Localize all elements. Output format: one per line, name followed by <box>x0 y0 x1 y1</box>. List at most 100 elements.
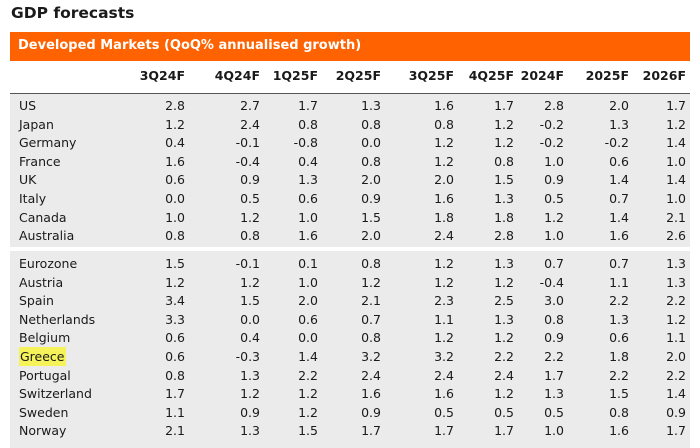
table-cell: 2.4 <box>434 228 454 244</box>
table-cell: 0.4 <box>298 153 318 169</box>
table-cell: 0.8 <box>609 404 629 420</box>
table-cell: 2.7 <box>240 98 260 113</box>
table-cell: 0.8 <box>165 228 185 244</box>
table-cell: -0.2 <box>539 135 564 151</box>
column-header: 3Q24F <box>139 68 185 83</box>
table-cell: 1.7 <box>666 98 686 113</box>
table-cell: 0.8 <box>434 116 454 132</box>
table-cell: 2.5 <box>494 293 514 309</box>
table-cell: 1.6 <box>165 153 185 169</box>
table-cell: 1.2 <box>544 209 564 225</box>
table-cell: 0.8 <box>494 153 514 169</box>
table-row: Canada 1.0 1.2 1.0 1.5 1.8 1.8 1.2 1.4 2.1 <box>10 208 690 227</box>
table-cell: 1.3 <box>494 311 514 327</box>
table-row: Germany 0.4 -0.1 -0.8 0.0 1.2 1.2 -0.2 -0.2 1.4 <box>10 133 690 152</box>
table-cell: 2.2 <box>298 367 318 383</box>
table-cell: 1.6 <box>298 228 318 244</box>
table-row: Australia 0.8 0.8 1.6 2.0 2.4 2.8 1.0 1.6 2.6 <box>10 226 690 245</box>
table-cell: 2.1 <box>666 209 686 225</box>
country-name: Sweden <box>19 404 69 420</box>
table-cell: 1.8 <box>494 209 514 225</box>
table-cell: 1.2 <box>666 116 686 132</box>
table-row: US 2.8 2.7 1.7 1.3 1.6 1.7 2.8 2.0 1.7 <box>10 96 690 115</box>
table-cell: 1.7 <box>361 423 381 439</box>
table-cell: 1.3 <box>609 311 629 327</box>
table-cell: 2.8 <box>165 98 185 113</box>
table-cell: 1.2 <box>494 135 514 151</box>
table-cell: -0.1 <box>235 135 260 151</box>
table-cell: 2.0 <box>361 172 381 188</box>
table-row: Switzerland 1.7 1.2 1.2 1.6 1.6 1.2 1.3 1.5 1.4 <box>10 384 690 403</box>
table-cell: -0.1 <box>235 256 260 271</box>
table-cell: 1.2 <box>165 116 185 132</box>
country-name: Greece <box>19 347 66 366</box>
table-cell: 0.8 <box>240 228 260 244</box>
table-row: France 1.6 -0.4 0.4 0.8 1.2 0.8 1.0 0.6 1.0 <box>10 152 690 171</box>
table-cell: 1.0 <box>544 228 564 244</box>
table-cell: 1.7 <box>666 423 686 439</box>
table-cell: 0.5 <box>494 404 514 420</box>
table-cell: 0.6 <box>298 191 318 206</box>
table-cell: 1.2 <box>434 135 454 151</box>
table-cell: 1.0 <box>544 423 564 439</box>
table-cell: 3.2 <box>434 349 454 364</box>
table-cell: 0.8 <box>361 116 381 132</box>
country-name: Portugal <box>19 367 71 383</box>
table-cell: 1.2 <box>494 330 514 346</box>
table-cell: 1.3 <box>666 274 686 290</box>
section-banner: Developed Markets (QoQ% annualised growt… <box>10 32 690 61</box>
table-cell: 2.2 <box>544 349 564 364</box>
table-row: Japan 1.2 2.4 0.8 0.8 0.8 1.2 -0.2 1.3 1.2 <box>10 115 690 134</box>
table-cell: 0.5 <box>240 191 260 206</box>
table-cell: 1.8 <box>434 209 454 225</box>
table-cell: 0.9 <box>361 404 381 420</box>
table-cell: 1.2 <box>165 274 185 290</box>
table-cell: 0.5 <box>434 404 454 420</box>
table-cell: 0.4 <box>240 330 260 346</box>
table-cell: 0.6 <box>165 330 185 346</box>
table-cell: 0.9 <box>544 172 564 188</box>
table-cell: 1.0 <box>666 191 686 206</box>
table-row: Austria 1.2 1.2 1.0 1.2 1.2 1.2 -0.4 1.1 1.3 <box>10 273 690 292</box>
table-cell: 1.6 <box>434 386 454 402</box>
table-cell: 2.0 <box>666 349 686 364</box>
table-cell: 2.2 <box>666 293 686 309</box>
country-name: Netherlands <box>19 311 96 327</box>
table-cell: 1.3 <box>361 98 381 113</box>
table-cell: 1.2 <box>298 404 318 420</box>
table-cell: 1.2 <box>298 386 318 402</box>
country-name: Austria <box>19 274 64 290</box>
table-cell: 1.7 <box>494 423 514 439</box>
table-cell: 2.3 <box>434 293 454 309</box>
table-cell: 0.0 <box>240 311 260 327</box>
table-cell: 1.7 <box>165 386 185 402</box>
table-cell: 0.0 <box>165 191 185 206</box>
country-name: UK <box>19 172 37 188</box>
table-cell: 2.6 <box>666 228 686 244</box>
table-cell: 1.0 <box>165 209 185 225</box>
table-cell: 1.2 <box>240 274 260 290</box>
table-cell: 1.2 <box>434 274 454 290</box>
table-cell: 1.6 <box>609 228 629 244</box>
table-cell: 0.5 <box>544 191 564 206</box>
column-header: 3Q25F <box>408 68 454 83</box>
table-cell: 0.7 <box>361 311 381 327</box>
table-cell: 0.6 <box>298 311 318 327</box>
table-cell: 1.2 <box>240 209 260 225</box>
country-name: Japan <box>19 116 54 132</box>
column-header: 1Q25F <box>272 68 318 83</box>
table-cell: 3.2 <box>361 349 381 364</box>
table-cell: 2.1 <box>165 423 185 439</box>
table-row: UK 0.6 0.9 1.3 2.0 2.0 1.5 0.9 1.4 1.4 <box>10 170 690 189</box>
table-cell: 2.1 <box>361 293 381 309</box>
country-name: Eurozone <box>19 256 78 271</box>
table-cell: 1.5 <box>609 386 629 402</box>
table-cell: 1.4 <box>609 209 629 225</box>
country-name: Spain <box>19 293 54 309</box>
column-header-row: 3Q24F 4Q24F 1Q25F 2Q25F 3Q25F 4Q25F 2024… <box>10 61 690 94</box>
table-cell: -0.2 <box>539 116 564 132</box>
table-cell: 1.3 <box>544 386 564 402</box>
table-cell: 1.5 <box>494 172 514 188</box>
table-cell: 1.2 <box>434 256 454 271</box>
european-economies-group: Eurozone 1.5 -0.1 0.1 0.8 1.2 1.3 0.7 0.7 1.3 Aust… <box>10 251 690 448</box>
